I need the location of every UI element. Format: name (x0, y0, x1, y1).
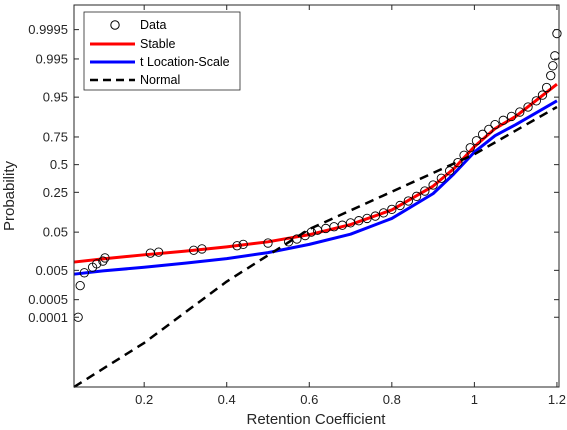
data-point (541, 82, 552, 93)
y-axis: 0.9995 0.995 0.95 0.75 0.5 0.25 0.05 0.005 0.000… (28, 22, 559, 325)
data-point (79, 268, 89, 278)
x-tick-label: 0.2 (135, 392, 153, 407)
normal-fit-line (73, 105, 558, 389)
data-point (100, 253, 110, 263)
data-point (484, 124, 494, 135)
y-tick-label: 0.5 (50, 157, 68, 172)
legend-label-data: Data (140, 18, 166, 32)
data-point (387, 204, 397, 215)
x-axis: 0.2 0.4 0.6 0.8 1 1.2 (135, 5, 566, 407)
axes-box (73, 4, 560, 388)
data-point (436, 173, 447, 183)
x-tick-label: 0.8 (383, 392, 401, 407)
data-point (465, 143, 475, 153)
x-axis-label: Retention Coefficient (247, 411, 387, 428)
y-tick-label: 0.005 (35, 263, 68, 278)
data-point (498, 115, 508, 125)
data-point (92, 259, 102, 269)
legend-label-normal: Normal (140, 73, 180, 87)
legend-box (83, 11, 241, 91)
data-point (362, 213, 372, 224)
data-point (453, 157, 463, 168)
data-point (411, 191, 422, 201)
y-tick-label: 0.95 (43, 90, 68, 105)
data-point (444, 166, 455, 176)
y-tick-label: 0.0001 (28, 310, 68, 325)
stable-fit-line (73, 83, 558, 264)
y-tick-label: 0.0005 (28, 292, 68, 307)
y-axis-label: Probability (1, 160, 18, 231)
data-point (546, 70, 556, 81)
data-point (403, 196, 413, 206)
data-point (506, 111, 517, 122)
legend: Data Stable t Location-Scale Normal (83, 11, 241, 91)
data-point (378, 208, 389, 218)
data-point (263, 238, 273, 248)
data-point (238, 239, 248, 250)
series-layer (73, 28, 562, 389)
legend-label-t-location-scale: t Location-Scale (140, 55, 230, 69)
x-tick-label: 0.6 (300, 392, 318, 407)
y-tick-label: 0.995 (35, 51, 68, 66)
data-point (459, 150, 469, 160)
x-tick-label: 1 (471, 392, 478, 407)
data-point (75, 280, 85, 291)
data-point (548, 61, 558, 71)
data-point (98, 256, 108, 266)
data-point (306, 227, 316, 237)
data-point (490, 120, 500, 130)
legend-data-marker-icon (110, 20, 120, 30)
y-tick-label: 0.25 (43, 185, 68, 200)
data-point (395, 200, 405, 211)
data-point (283, 237, 294, 247)
t-location-scale-fit-line (73, 99, 558, 276)
data-point (523, 102, 533, 112)
data-point (232, 241, 242, 251)
data-point (197, 244, 207, 254)
data-point (428, 180, 438, 190)
data-point (471, 136, 482, 146)
data-point (292, 234, 302, 244)
data-point (515, 107, 525, 117)
data-point (537, 90, 548, 100)
data-point (153, 247, 164, 257)
data-point (370, 211, 380, 221)
y-tick-label: 0.75 (43, 129, 68, 144)
x-tick-label: 1.2 (548, 392, 566, 407)
y-tick-label: 0.9995 (28, 22, 68, 37)
data-point (337, 220, 347, 230)
data-point (420, 186, 430, 196)
data-point (531, 96, 541, 106)
data-point (477, 129, 488, 139)
x-tick-label: 0.4 (218, 392, 236, 407)
legend-label-stable: Stable (140, 37, 175, 51)
y-tick-label: 0.05 (43, 225, 68, 240)
